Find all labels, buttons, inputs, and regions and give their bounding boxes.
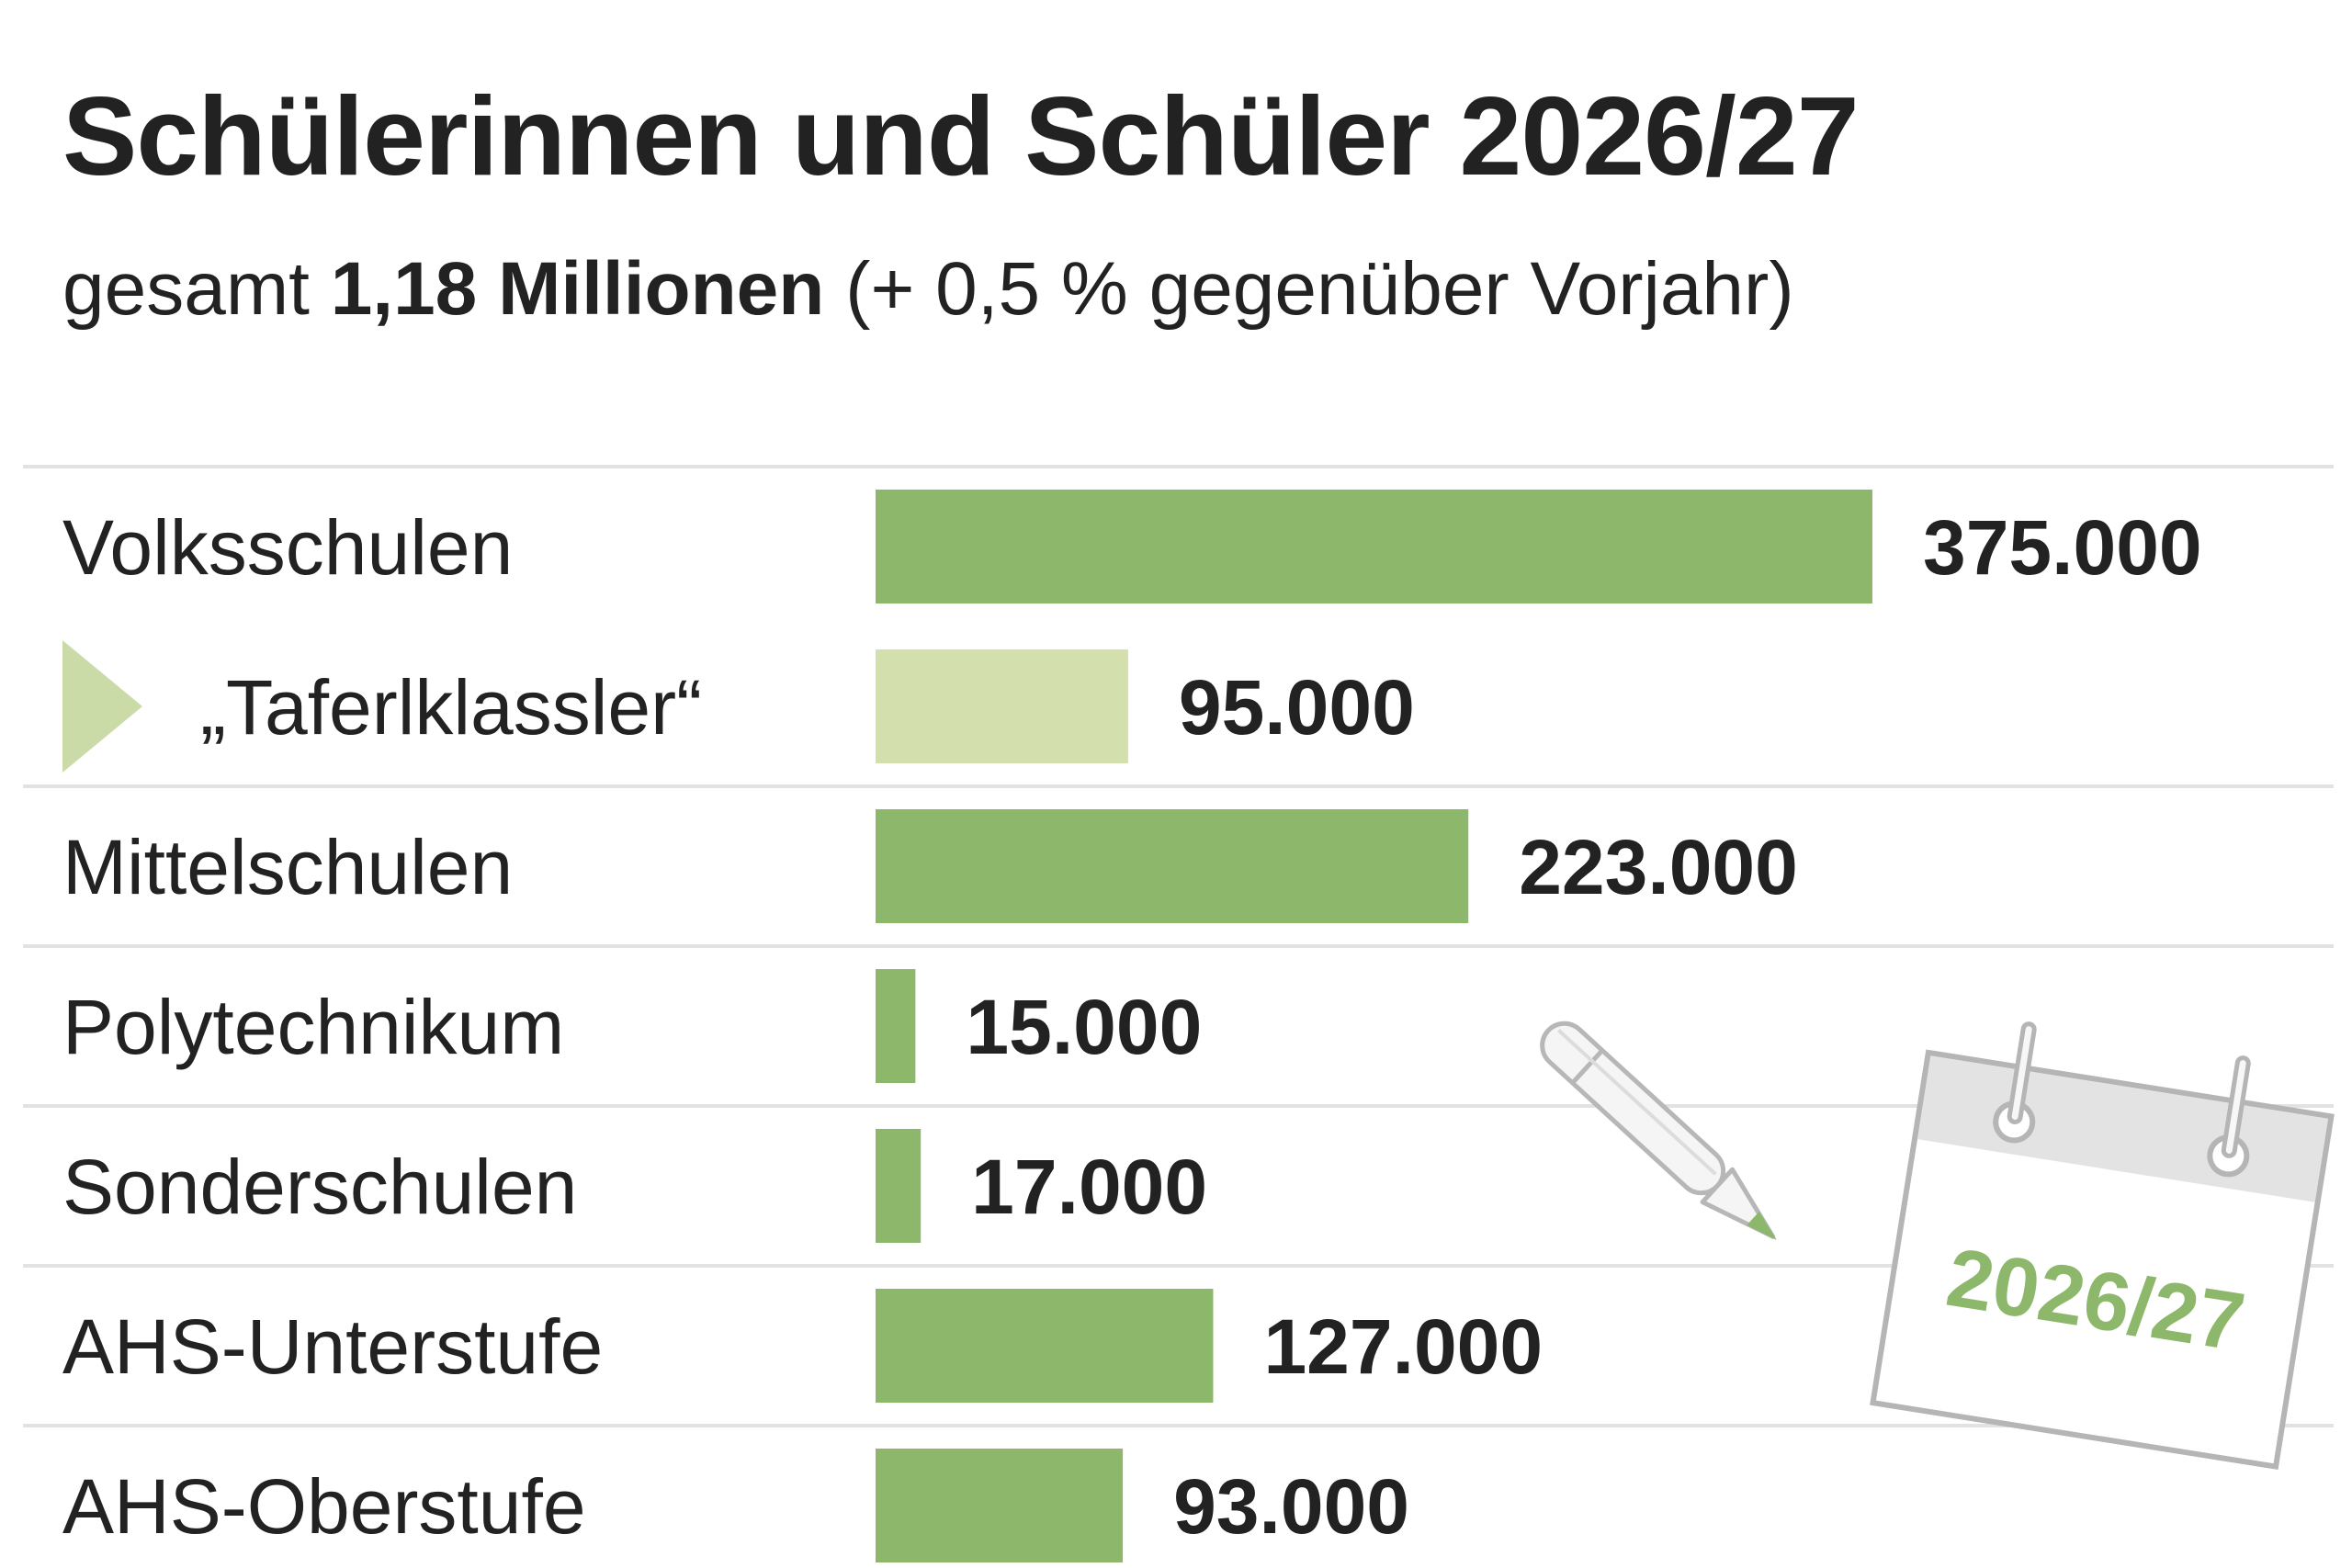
chart-subtitle: gesamt 1,18 Millionen (+ 0,5 % gegenüber…	[62, 246, 1794, 333]
sub-item-marker-icon	[62, 640, 142, 773]
category-label: „Taferlklassler“	[200, 664, 702, 750]
bar	[876, 649, 1128, 763]
category-label: Sonderschulen	[62, 1144, 577, 1230]
bar	[876, 809, 1469, 923]
chart-rows: Volksschulen 375.000 „Taferlklassler“ 95.00…	[23, 465, 2334, 1562]
chart-title: Schülerinnen und Schüler 2026/27	[62, 73, 1860, 198]
value-label: 375.000	[1923, 504, 2202, 591]
value-label: 95.000	[1179, 664, 1415, 750]
value-label: 93.000	[1173, 1463, 1409, 1550]
category-label: AHS-Unterstufe	[62, 1303, 603, 1390]
bar	[876, 969, 916, 1083]
category-label: Volksschulen	[62, 504, 513, 591]
value-label: 127.000	[1263, 1303, 1543, 1390]
subtitle-total: 1,18 Millionen	[330, 247, 825, 331]
bar	[876, 1449, 1124, 1562]
category-label: AHS-Oberstufe	[62, 1463, 586, 1550]
value-label: 223.000	[1519, 824, 1798, 910]
value-label: 17.000	[971, 1144, 1207, 1230]
subtitle-suffix: (+ 0,5 % gegenüber Vorjahr)	[824, 247, 1794, 331]
bar	[876, 1129, 922, 1243]
pencil-icon	[1540, 1021, 1777, 1240]
category-label: Polytechnikum	[62, 984, 564, 1070]
bar	[876, 490, 1872, 604]
bar	[876, 1289, 1214, 1403]
value-label: 15.000	[966, 984, 1202, 1070]
calendar-icon: 2026/27	[1870, 1021, 2335, 1471]
category-label: Mittelschulen	[62, 824, 513, 910]
subtitle-prefix: gesamt	[62, 247, 331, 331]
